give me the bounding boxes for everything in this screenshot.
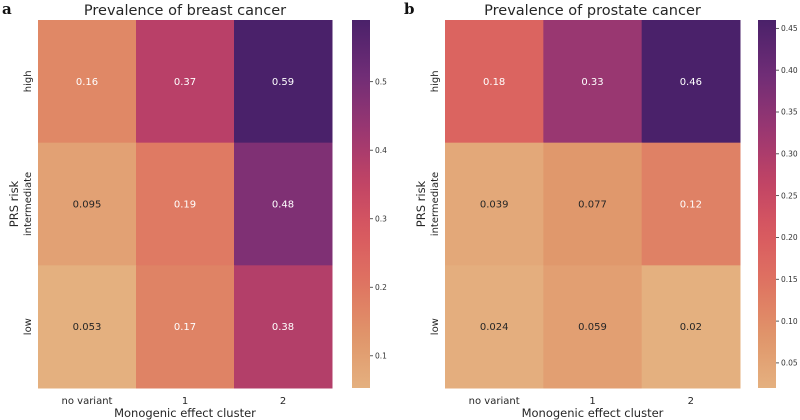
heatmap-cell bbox=[445, 20, 544, 144]
heatmap-cell bbox=[136, 142, 235, 266]
colorbar bbox=[352, 20, 370, 388]
cell-annotation: 0.053 bbox=[73, 322, 102, 333]
colorbar-tick-label: 0.30 bbox=[781, 150, 798, 159]
colorbar-tick-label: 0.1 bbox=[375, 351, 387, 360]
cell-annotation: 0.039 bbox=[480, 200, 509, 211]
colorbar-tick-label: 0.25 bbox=[781, 191, 798, 200]
colorbar-tick-label: 0.4 bbox=[375, 146, 387, 155]
colorbar-tick-label: 0.3 bbox=[375, 214, 387, 223]
colorbar-tick-label: 0.35 bbox=[781, 108, 798, 117]
cell-annotation: 0.095 bbox=[73, 200, 102, 211]
x-tick-label: 1 bbox=[589, 396, 595, 407]
cell-annotation: 0.12 bbox=[680, 200, 702, 211]
heatmap-cell bbox=[543, 20, 643, 144]
colorbar-tick-label: 0.05 bbox=[781, 359, 798, 368]
cell-annotation: 0.17 bbox=[174, 322, 196, 333]
x-tick-label: 2 bbox=[280, 396, 286, 407]
cell-annotation: 0.37 bbox=[174, 77, 196, 88]
heatmap-cell bbox=[543, 265, 643, 389]
cell-annotation: 0.02 bbox=[680, 322, 702, 333]
colorbar-tick-label: 0.2 bbox=[375, 283, 387, 292]
colorbar bbox=[758, 20, 776, 388]
heatmap-cell bbox=[641, 20, 741, 144]
x-tick-label: no variant bbox=[469, 396, 520, 407]
cell-annotation: 0.059 bbox=[578, 322, 607, 333]
y-axis-label: PRS risk bbox=[414, 180, 428, 227]
cell-annotation: 0.33 bbox=[581, 77, 603, 88]
y-axis-label: PRS risk bbox=[7, 180, 21, 227]
heatmap-cell bbox=[38, 265, 137, 389]
y-tick-label: low bbox=[23, 318, 34, 335]
x-tick-label: 1 bbox=[182, 396, 188, 407]
heatmap-cell bbox=[234, 20, 333, 144]
colorbar-tick-label: 0.45 bbox=[781, 24, 798, 33]
colorbar-tick-label: 0.20 bbox=[781, 233, 798, 242]
cell-annotation: 0.16 bbox=[76, 77, 98, 88]
cell-annotation: 0.077 bbox=[578, 200, 607, 211]
heatmap-cell bbox=[641, 142, 741, 266]
x-axis-label: Monogenic effect cluster bbox=[114, 406, 256, 420]
cell-annotation: 0.48 bbox=[272, 200, 294, 211]
y-tick-label: intermediate bbox=[430, 172, 441, 236]
x-tick-label: no variant bbox=[62, 396, 113, 407]
y-tick-label: high bbox=[430, 70, 441, 92]
chart-title: Prevalence of prostate cancer bbox=[484, 3, 701, 19]
colorbar-tick-label: 0.40 bbox=[781, 66, 798, 75]
panel-label: a bbox=[2, 0, 12, 18]
cell-annotation: 0.46 bbox=[680, 77, 702, 88]
colorbar-tick-label: 0.5 bbox=[375, 77, 387, 86]
heatmap-cell bbox=[136, 20, 235, 144]
y-tick-label: low bbox=[430, 318, 441, 335]
heatmap-cell bbox=[543, 142, 643, 266]
heatmap-cell bbox=[38, 142, 137, 266]
colorbar-tick-label: 0.10 bbox=[781, 317, 798, 326]
x-tick-label: 2 bbox=[688, 396, 694, 407]
cell-annotation: 0.024 bbox=[480, 322, 509, 333]
heatmap-cell bbox=[445, 265, 544, 389]
colorbar-tick-label: 0.15 bbox=[781, 275, 798, 284]
heatmap-cell bbox=[641, 265, 741, 389]
chart-title: Prevalence of breast cancer bbox=[84, 3, 286, 19]
cell-annotation: 0.18 bbox=[483, 77, 505, 88]
panel-label: b bbox=[404, 0, 415, 18]
heatmap-cell bbox=[136, 265, 235, 389]
heatmap-cell bbox=[234, 142, 333, 266]
cell-annotation: 0.38 bbox=[272, 322, 294, 333]
cell-annotation: 0.59 bbox=[272, 77, 294, 88]
heatmap-cell bbox=[38, 20, 137, 144]
cell-annotation: 0.19 bbox=[174, 200, 196, 211]
y-tick-label: intermediate bbox=[23, 172, 34, 236]
x-axis-label: Monogenic effect cluster bbox=[522, 406, 664, 420]
heatmap-cell bbox=[445, 142, 544, 266]
heatmap-cell bbox=[234, 265, 333, 389]
y-tick-label: high bbox=[23, 70, 34, 92]
